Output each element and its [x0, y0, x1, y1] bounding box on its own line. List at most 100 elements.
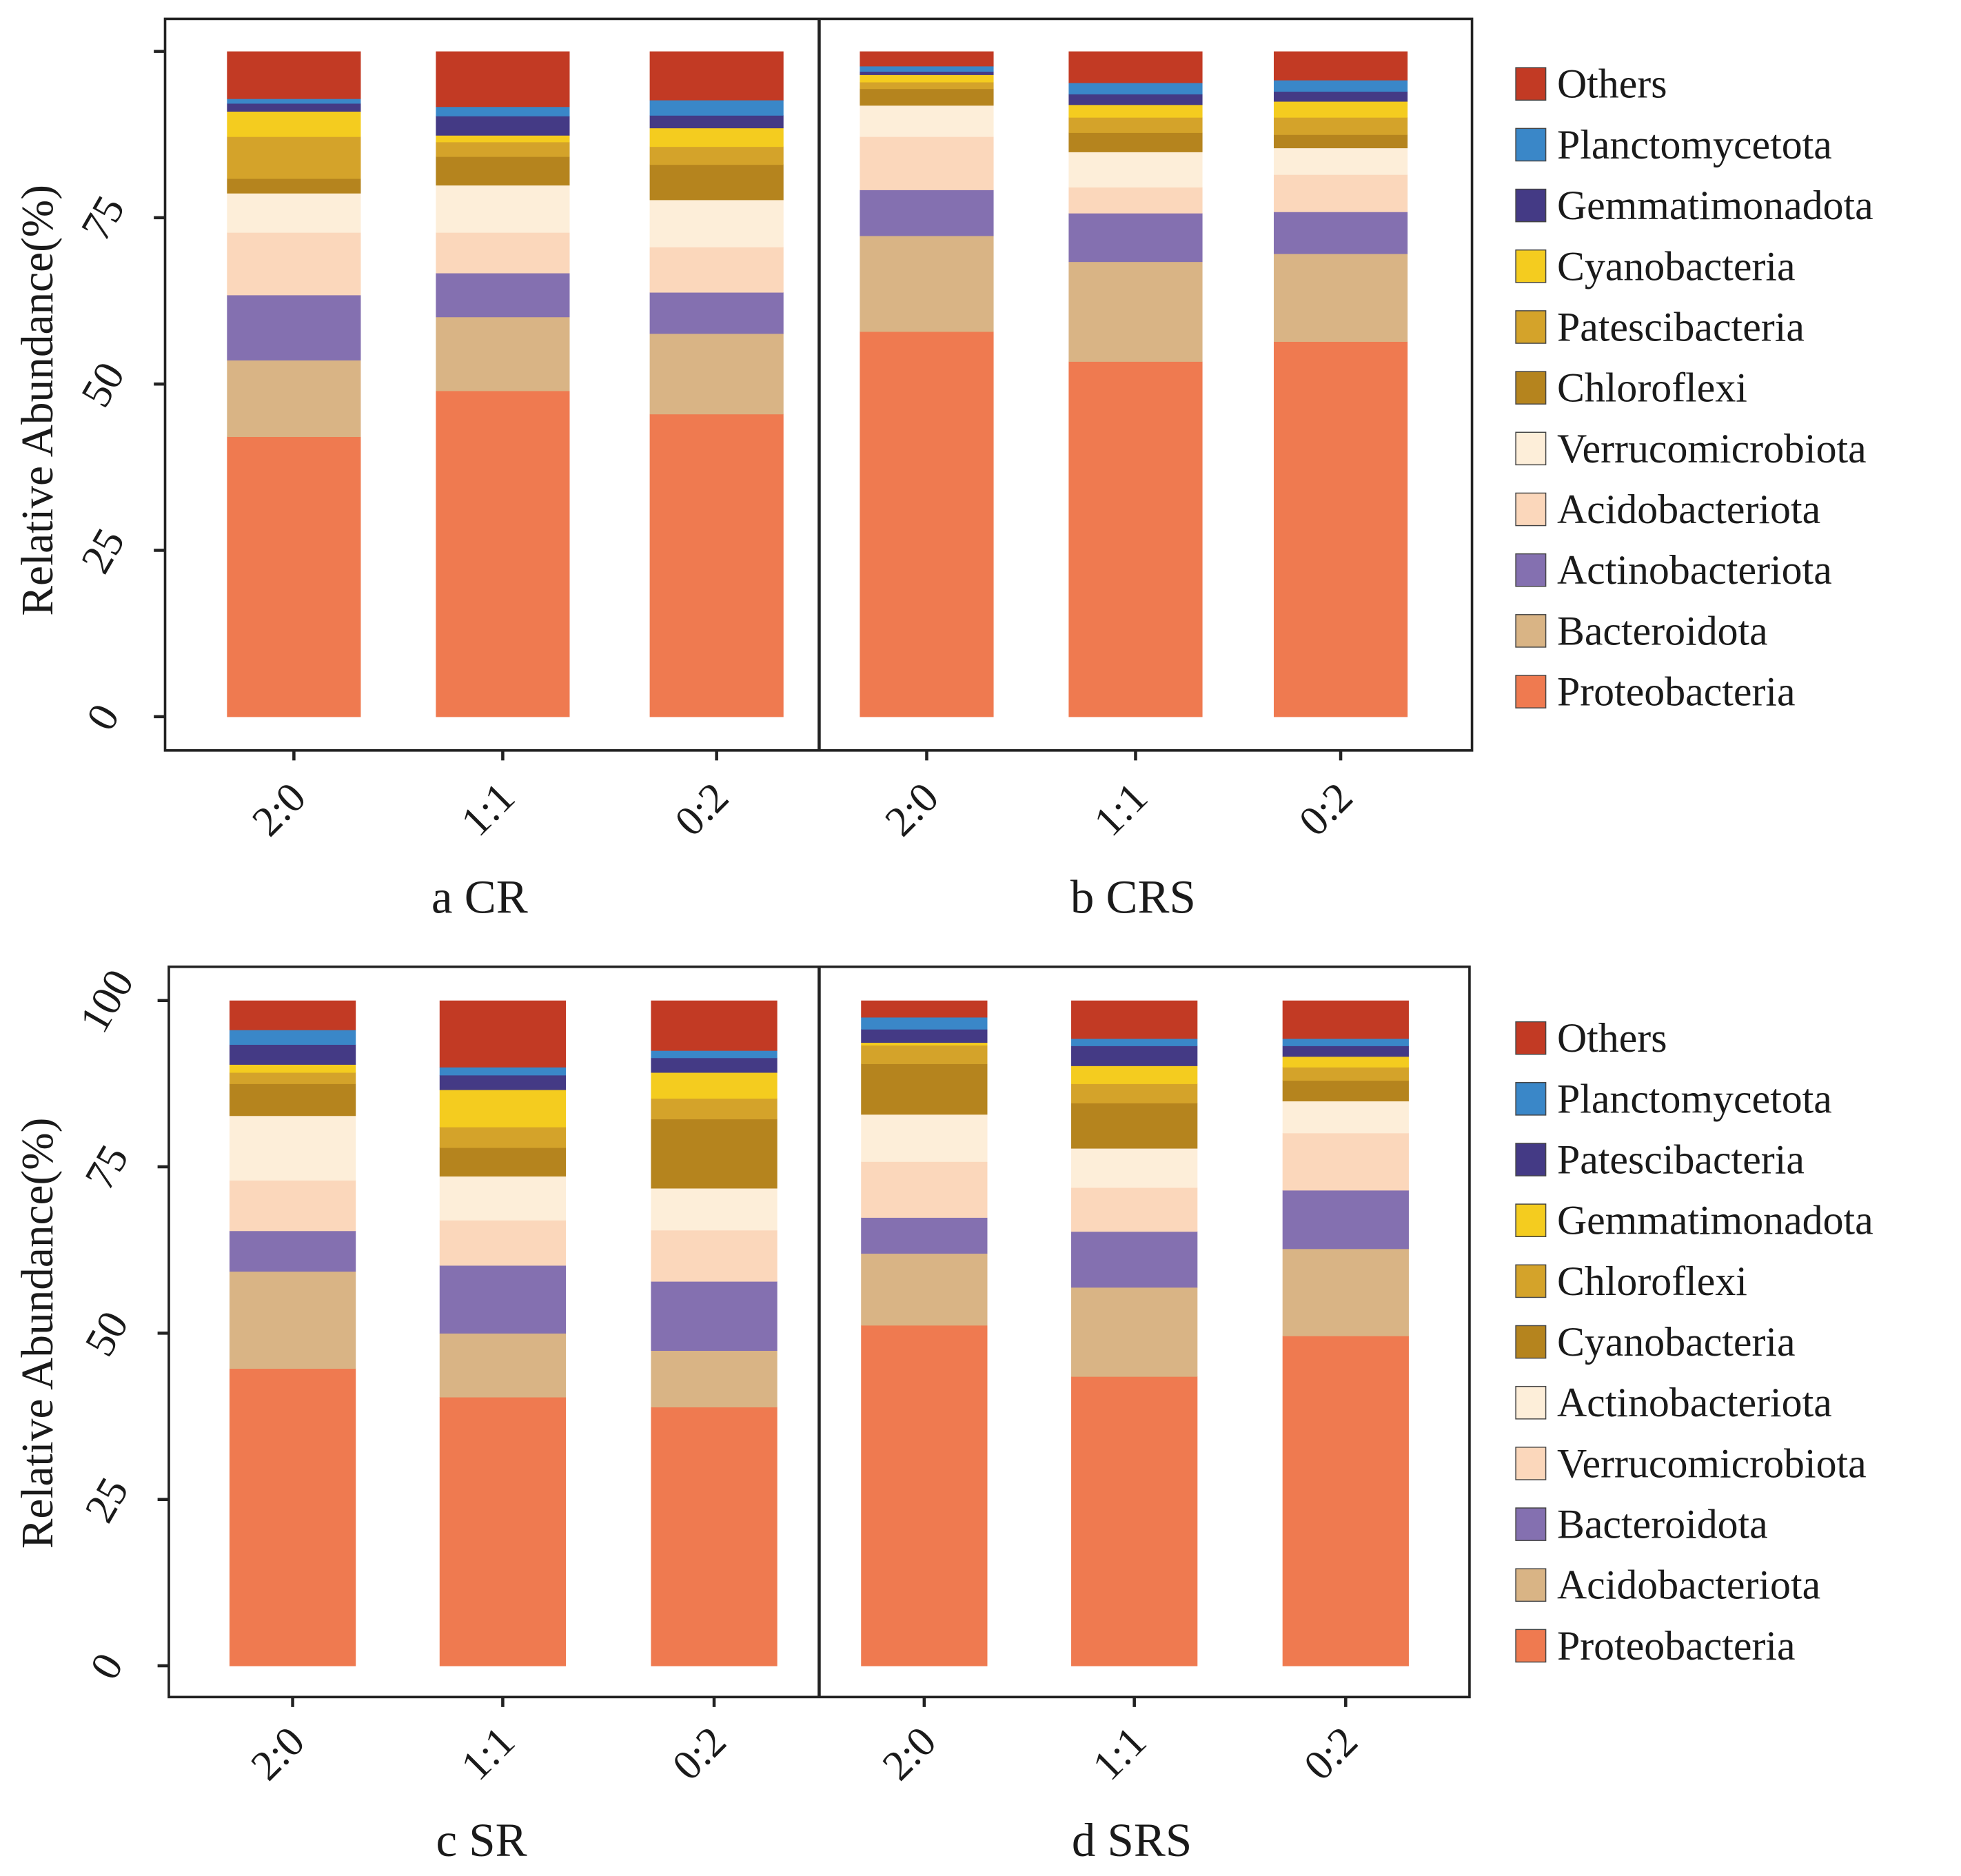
bar-segment-others: [1071, 1000, 1198, 1039]
bar-segment-proteobacteria: [651, 1407, 778, 1666]
bar-segment-verrucomicrobiota: [861, 1161, 988, 1218]
legend-swatch: [1515, 1264, 1547, 1298]
bar-segment-bacteroidota: [1071, 1231, 1198, 1288]
bar-segment-others: [227, 51, 361, 99]
bar-segment-chloroflexi: [651, 1098, 778, 1120]
bar-segment-gemmatimonadota: [861, 1042, 988, 1046]
legend-item: Others: [1515, 61, 1667, 107]
bar-segment-verrucomicrobiota: [1282, 1132, 1409, 1191]
legend-item: Acidobacteriota: [1515, 487, 1820, 532]
bar-segment-actinobacteriota: [229, 1115, 356, 1181]
facet-title: a CR: [431, 871, 528, 924]
legend-item: Bacteroidota: [1515, 1502, 1768, 1547]
x-tick-label: 0:2: [1290, 774, 1362, 846]
bar-segment-patescibacteria: [651, 1057, 778, 1073]
bar-segment-gemmatimonadota: [860, 71, 994, 75]
y-tick-label: 75: [76, 1137, 138, 1197]
legend-label: Cyanobacteria: [1557, 1319, 1796, 1365]
legend-swatch: [1515, 67, 1547, 101]
legend-swatch: [1515, 371, 1547, 405]
bar-segment-bacteroidota: [649, 333, 784, 415]
bar-segment-others: [861, 1000, 988, 1018]
legend-label: Chloroflexi: [1557, 365, 1747, 411]
legend-item: Planctomycetota: [1515, 1076, 1832, 1121]
bar-segment-cyanobacteria: [229, 1083, 356, 1117]
legend-item: Cyanobacteria: [1515, 243, 1796, 289]
legend-label: Gemmatimonadota: [1557, 183, 1873, 228]
bar-segment-bacteroidota: [439, 1265, 567, 1334]
bar-segment-cyanobacteria: [227, 111, 361, 137]
legend-swatch: [1515, 431, 1547, 466]
bar-segment-proteobacteria: [649, 414, 784, 717]
bar-segment-proteobacteria: [439, 1397, 567, 1666]
legend-label: Chloroflexi: [1557, 1258, 1747, 1304]
bar-segment-bacteroidota: [227, 360, 361, 438]
legend: Others Planctomycetota Gemmatimonadota Cyan…: [1515, 61, 1873, 715]
legend-item: Actinobacteriota: [1515, 547, 1832, 593]
bar-segment-gemmatimonadota: [1282, 1056, 1409, 1068]
bar-segment-chloroflexi: [860, 88, 994, 106]
legend-item: Patescibacteria: [1515, 304, 1805, 349]
bar-segment-patescibacteria: [1273, 117, 1408, 135]
bar-segment-actinobacteriota: [1071, 1148, 1198, 1188]
bar-segment-acidobacteriota: [1282, 1248, 1409, 1336]
bar-segment-proteobacteria: [1273, 341, 1408, 717]
bar-segment-planctomycetota: [860, 65, 994, 72]
legend-swatch: [1515, 310, 1547, 344]
y-axis-label: Relative Abundance(%): [13, 1118, 63, 1549]
bar-segment-actinobacteriota: [227, 294, 361, 361]
legend-swatch: [1515, 1021, 1547, 1055]
legend-item: Gemmatimonadota: [1515, 183, 1873, 228]
bar-segment-patescibacteria: [229, 1044, 356, 1065]
bar-segment-actinobacteriota: [1273, 212, 1408, 254]
bar-segment-verrucomicrobiota: [229, 1180, 356, 1232]
bar-segment-others: [860, 51, 994, 67]
bar-segment-acidobacteriota: [1068, 187, 1203, 214]
legend-swatch: [1515, 1568, 1547, 1602]
bar-segment-others: [229, 1000, 356, 1030]
legend-item: Chloroflexi: [1515, 365, 1747, 411]
bar-segment-proteobacteria: [861, 1325, 988, 1666]
legend-item: Cyanobacteria: [1515, 1319, 1796, 1365]
bar-segment-actinobacteriota: [649, 292, 784, 334]
bar-segment-verrucomicrobiota: [1068, 152, 1203, 188]
bar-segment-gemmatimonadota: [1068, 94, 1203, 105]
bar-segment-planctomycetota: [227, 99, 361, 104]
legend-item: Proteobacteria: [1515, 669, 1796, 715]
bar-segment-actinobacteriota: [861, 1114, 988, 1162]
legend-swatch: [1515, 1082, 1547, 1116]
bar-segment-others: [439, 1000, 567, 1068]
legend-item: Gemmatimonadota: [1515, 1198, 1873, 1243]
bar-segment-acidobacteriota: [649, 247, 784, 293]
bar-segment-gemmatimonadota: [439, 1090, 567, 1128]
x-tick-label: 2:0: [242, 1717, 314, 1789]
bar-segment-planctomycetota: [861, 1017, 988, 1030]
panel-a-cr: 2:0 1:1 0:2 a CR: [227, 51, 784, 924]
legend-item: Verrucomicrobiota: [1515, 1440, 1867, 1486]
bar-segment-verrucomicrobiota: [651, 1230, 778, 1282]
bar-segment-patescibacteria: [436, 141, 570, 157]
row-sr-srs: 0 25 50 75 100 Relative Abundance(%) 2:0 1:1 0:2…: [13, 962, 1873, 1866]
bar-segment-acidobacteriota: [1071, 1287, 1198, 1377]
bar-segment-bacteroidota: [860, 235, 994, 332]
legend-label: Planctomycetota: [1557, 1076, 1832, 1121]
bar-segment-cyanobacteria: [649, 128, 784, 147]
legend-swatch: [1515, 1629, 1547, 1663]
bar-segment-acidobacteriota: [436, 232, 570, 274]
bar-segment-verrucomicrobiota: [1071, 1187, 1198, 1232]
bar-segment-proteobacteria: [229, 1368, 356, 1666]
bar-segment-others: [436, 51, 570, 108]
bar-segment-gemmatimonadota: [651, 1072, 778, 1099]
legend-swatch: [1515, 249, 1547, 283]
bar-segment-planctomycetota: [436, 106, 570, 116]
bar-segment-patescibacteria: [649, 146, 784, 165]
bar-segment-planctomycetota: [1273, 80, 1408, 92]
y-tick-label: 0: [77, 696, 128, 738]
bar-segment-verrucomicrobiota: [227, 193, 361, 233]
bar-segment-verrucomicrobiota: [439, 1220, 567, 1266]
legend-swatch: [1515, 1325, 1547, 1359]
legend-label: Proteobacteria: [1557, 1623, 1796, 1669]
bar-segment-acidobacteriota: [1273, 174, 1408, 212]
panel-b-crs: 2:0 1:1 0:2 b CRS: [860, 51, 1408, 924]
